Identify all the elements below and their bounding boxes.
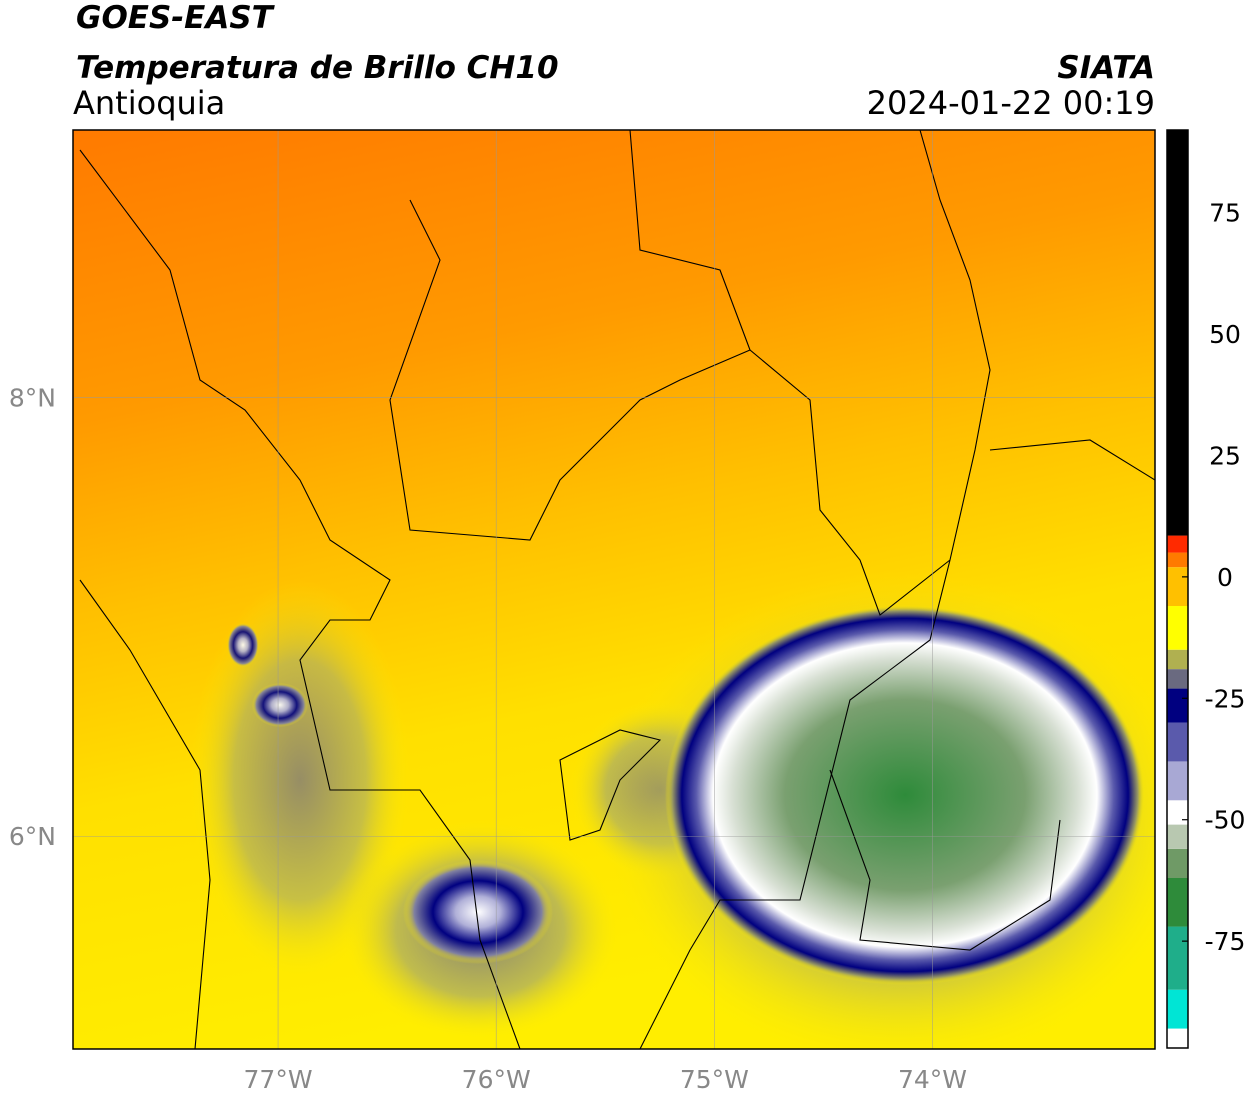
colorbar-frame [1166, 129, 1189, 1049]
colorbar-tick-label: -75 [1205, 927, 1246, 956]
colorbar-tick-label: -50 [1205, 806, 1246, 835]
datetime: 2024-01-22 00:19 [867, 84, 1155, 122]
colorbar-tick-label: 75 [1209, 199, 1241, 228]
colorbar-segment [1167, 800, 1188, 825]
colorbar-tick-label: 0 [1217, 563, 1233, 592]
map-frame [72, 129, 1156, 1050]
colorbar-segment [1167, 761, 1188, 801]
colorbar-tick-label: 50 [1209, 320, 1241, 349]
colorbar-segment [1167, 130, 1188, 536]
colorbar-segment [1167, 552, 1188, 568]
colorbar-segment [1167, 606, 1188, 650]
colorbar-segment [1167, 1028, 1188, 1048]
colorbar-tick-label: -25 [1205, 684, 1246, 713]
colorbar-segment [1167, 926, 1188, 990]
imagery [73, 130, 1155, 1049]
x-tick-label: 74°W [898, 1065, 967, 1094]
x-tick-label: 75°W [680, 1065, 749, 1094]
product: Temperatura de Brillo CH10 [76, 50, 559, 86]
colorbar-segment [1167, 989, 1188, 1029]
colorbar-segment [1167, 722, 1188, 762]
y-tick-label: 6°N [9, 822, 56, 851]
colorbar-segment [1167, 824, 1188, 849]
colorbar-segment [1167, 535, 1188, 553]
colorbar-segment [1167, 688, 1188, 723]
colorbar-segment [1167, 878, 1188, 927]
satellite: GOES-EAST [76, 0, 276, 36]
region: Antioquia [73, 84, 225, 122]
x-tick-label: 77°W [244, 1065, 313, 1094]
colorbar-segment [1167, 567, 1188, 606]
x-tick-label: 76°W [462, 1065, 531, 1094]
colorbar-segment [1167, 649, 1188, 670]
borders [79, 130, 1155, 1049]
colorbar-tick-label: 25 [1209, 441, 1241, 470]
y-tick-label: 8°N [9, 384, 56, 413]
source: SIATA [1057, 50, 1155, 86]
colorbar-segment [1167, 848, 1188, 878]
colorbar-segment [1167, 669, 1188, 689]
